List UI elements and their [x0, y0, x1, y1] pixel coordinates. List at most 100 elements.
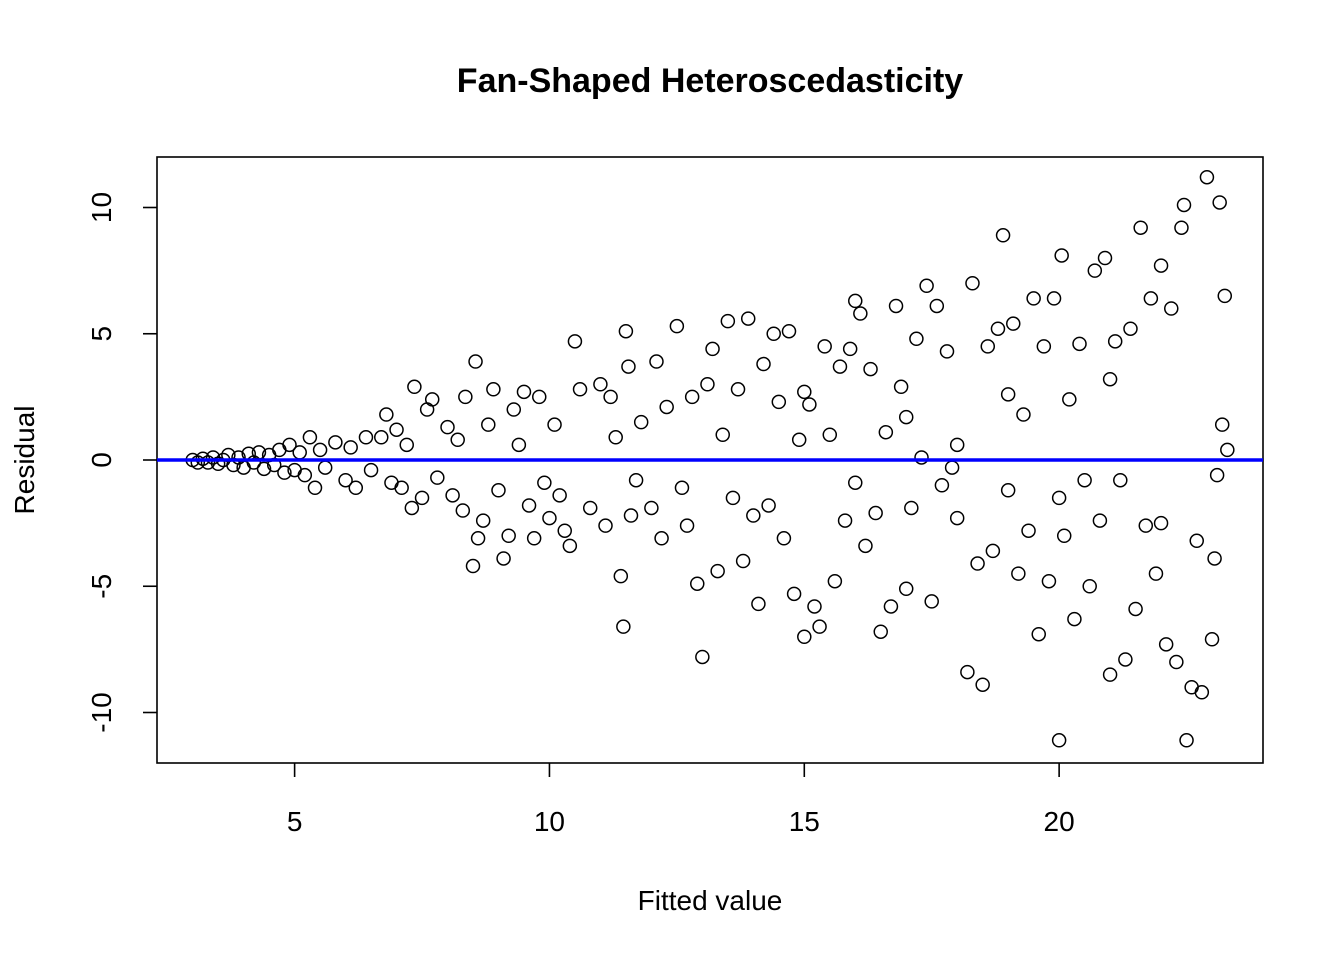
data-point — [649, 354, 664, 369]
data-point — [582, 500, 598, 516]
data-point — [832, 359, 848, 374]
data-point — [679, 518, 695, 533]
data-point — [939, 344, 955, 359]
y-axis-label: Residual — [9, 406, 40, 515]
data-point — [985, 543, 1001, 559]
data-point — [1051, 490, 1067, 506]
data-point — [791, 432, 807, 448]
data-point — [797, 384, 812, 400]
data-point — [654, 531, 669, 546]
data-point — [1054, 248, 1069, 263]
data-point — [1199, 169, 1215, 185]
data-point — [1067, 611, 1082, 627]
data-point — [1113, 472, 1128, 488]
data-point — [404, 500, 420, 516]
data-point — [1153, 515, 1169, 531]
data-point — [389, 422, 404, 437]
data-point — [1128, 601, 1143, 617]
data-point — [1056, 528, 1072, 543]
data-point — [470, 531, 486, 546]
data-point — [990, 321, 1006, 336]
data-point — [292, 445, 307, 460]
data-point — [1107, 334, 1123, 349]
data-point — [797, 629, 812, 644]
data-point — [1087, 263, 1103, 278]
data-point — [684, 389, 700, 405]
data-point — [1046, 291, 1062, 306]
data-point — [343, 440, 358, 455]
data-point — [786, 586, 802, 602]
data-point — [445, 488, 460, 503]
data-point — [419, 402, 435, 417]
data-point — [1000, 483, 1016, 498]
y-tick-label: 0 — [86, 452, 117, 468]
data-point — [771, 394, 787, 410]
data-point — [909, 331, 924, 347]
data-point — [557, 523, 572, 538]
data-point — [616, 619, 631, 634]
data-point — [1021, 523, 1036, 538]
data-point — [1006, 316, 1021, 331]
data-point — [1133, 220, 1148, 235]
data-point — [802, 397, 817, 412]
data-point — [516, 384, 532, 400]
data-point — [633, 414, 649, 430]
data-point — [532, 389, 547, 405]
data-point — [1220, 442, 1235, 458]
data-point — [1036, 339, 1052, 354]
data-point — [598, 518, 613, 533]
data-point — [618, 323, 634, 339]
data-point — [1148, 566, 1164, 581]
data-point — [1204, 632, 1220, 647]
data-point — [200, 455, 216, 470]
data-point — [374, 430, 389, 445]
data-point — [384, 475, 399, 490]
data-point — [848, 475, 863, 490]
data-point — [878, 424, 894, 440]
data-point — [481, 417, 496, 432]
y-tick-label: 5 — [86, 326, 117, 342]
data-point — [944, 460, 960, 475]
data-point — [593, 377, 608, 392]
data-point — [1011, 566, 1026, 581]
data-point — [1000, 387, 1016, 402]
data-point — [613, 568, 629, 584]
data-point — [1217, 288, 1233, 304]
data-point — [414, 490, 430, 506]
data-point — [776, 531, 792, 546]
data-point — [888, 298, 904, 314]
data-point — [1102, 667, 1118, 682]
data-point — [542, 510, 557, 526]
data-point — [1164, 301, 1179, 316]
data-point — [1179, 733, 1194, 748]
chart-title: Fan-Shaped Heteroscedasticity — [457, 62, 963, 100]
data-point — [501, 528, 516, 543]
data-point — [761, 498, 776, 513]
data-point — [970, 556, 985, 571]
data-point — [256, 461, 272, 477]
data-point — [1169, 654, 1184, 670]
data-point — [858, 538, 873, 554]
data-point — [572, 382, 588, 397]
data-point — [644, 500, 659, 516]
data-point — [603, 389, 618, 405]
data-point — [837, 513, 853, 528]
data-point — [751, 596, 766, 612]
data-point — [407, 379, 422, 395]
data-point — [623, 508, 639, 523]
data-point — [608, 430, 623, 445]
data-point — [1102, 371, 1118, 387]
data-point — [690, 576, 705, 591]
data-point — [960, 664, 975, 680]
data-point — [781, 323, 797, 339]
data-point — [567, 334, 583, 349]
data-point — [842, 341, 858, 357]
data-point — [1138, 518, 1154, 533]
data-point — [1212, 195, 1227, 210]
data-point — [363, 462, 379, 478]
data-point — [1143, 291, 1159, 306]
y-tick-label: -10 — [86, 692, 117, 732]
data-point — [348, 480, 364, 496]
data-points — [185, 169, 1235, 748]
data-point — [700, 377, 715, 392]
